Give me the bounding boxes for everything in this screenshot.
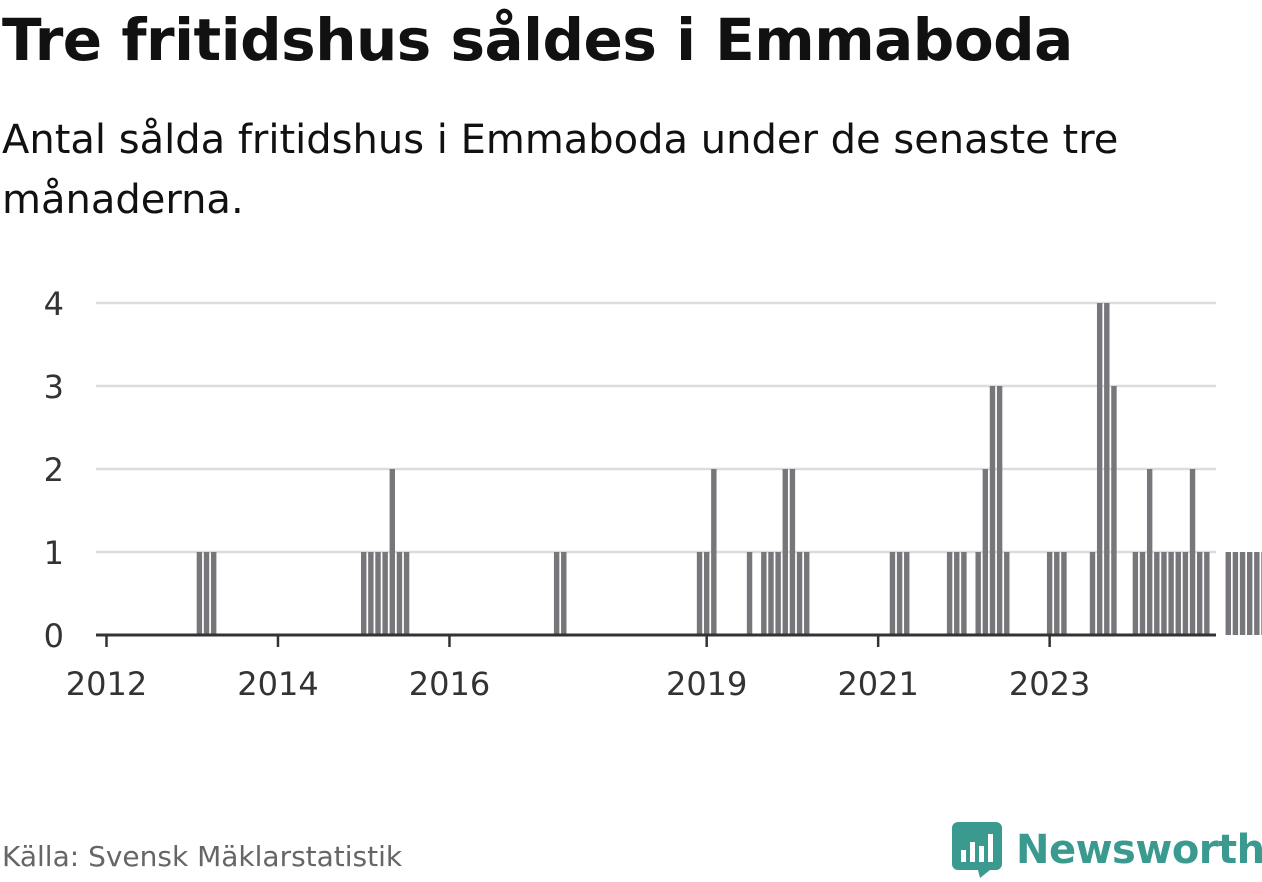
bar-chart: 012343201220142016201920212023 <box>44 285 1262 703</box>
bar <box>761 552 767 635</box>
bar <box>389 469 395 635</box>
bar <box>1161 552 1167 635</box>
x-tick-label: 2019 <box>666 665 747 703</box>
bar <box>1089 552 1096 635</box>
brand-name: Newsworthy <box>1016 827 1262 873</box>
newsworthy-logo-icon <box>952 822 1002 878</box>
bar <box>1054 552 1060 635</box>
bar <box>703 552 710 635</box>
bar <box>196 552 203 635</box>
bar <box>1182 552 1189 635</box>
bar <box>896 552 903 635</box>
bar <box>553 552 560 635</box>
bar <box>375 552 381 635</box>
bar <box>775 552 781 635</box>
bar <box>396 552 403 635</box>
bar <box>996 386 1003 635</box>
y-tick-label: 2 <box>44 451 64 489</box>
bar <box>954 552 960 635</box>
bar <box>1146 469 1153 635</box>
bar <box>746 552 753 635</box>
bar <box>1096 303 1103 635</box>
bar <box>1061 552 1067 635</box>
bar <box>1004 552 1010 635</box>
x-tick-label: 2014 <box>237 665 318 703</box>
bar <box>561 552 567 635</box>
bar <box>368 552 374 635</box>
bar <box>403 552 410 635</box>
bar <box>1232 552 1239 635</box>
y-tick-label: 0 <box>44 617 64 655</box>
x-tick-label: 2016 <box>409 665 490 703</box>
bar <box>804 552 810 635</box>
bar <box>1111 386 1117 635</box>
bar <box>361 552 367 635</box>
bar <box>1104 303 1110 635</box>
bar <box>1196 552 1203 635</box>
bar <box>382 552 388 635</box>
bar <box>1139 552 1146 635</box>
bar <box>789 469 796 635</box>
bar <box>1189 469 1196 635</box>
page-subtitle: Antal sålda fritidshus i Emmaboda under … <box>2 117 1119 223</box>
bar <box>989 386 996 635</box>
bar <box>696 552 703 635</box>
bar <box>203 552 210 635</box>
y-tick-label: 4 <box>44 285 64 323</box>
bar <box>1175 552 1181 635</box>
bar <box>975 552 981 635</box>
bar <box>1204 552 1210 635</box>
bar <box>1168 552 1174 635</box>
bar <box>946 552 953 635</box>
bar <box>904 552 910 635</box>
brand: Newsworthy <box>952 818 1262 882</box>
bar <box>1239 552 1246 635</box>
bar <box>961 552 967 635</box>
y-tick-label: 3 <box>44 368 64 406</box>
bar <box>1247 552 1253 635</box>
page-title: Tre fritidshus såldes i Emmaboda <box>2 6 1073 74</box>
y-tick-label: 1 <box>44 534 64 572</box>
bar <box>711 469 717 635</box>
bar <box>889 552 896 635</box>
bar <box>1154 552 1160 635</box>
bar <box>1132 552 1139 635</box>
bar <box>982 469 989 635</box>
bar <box>1046 552 1053 635</box>
bar <box>796 552 803 635</box>
bar <box>782 469 788 635</box>
x-tick-label: 2021 <box>837 665 918 703</box>
bar <box>210 552 217 635</box>
source-note: Källa: Svensk Mäklarstatistik <box>2 840 403 873</box>
x-tick-label: 2012 <box>66 665 147 703</box>
bar <box>1254 552 1260 635</box>
bar <box>1225 552 1231 635</box>
x-tick-label: 2023 <box>1009 665 1090 703</box>
bar <box>768 552 774 635</box>
